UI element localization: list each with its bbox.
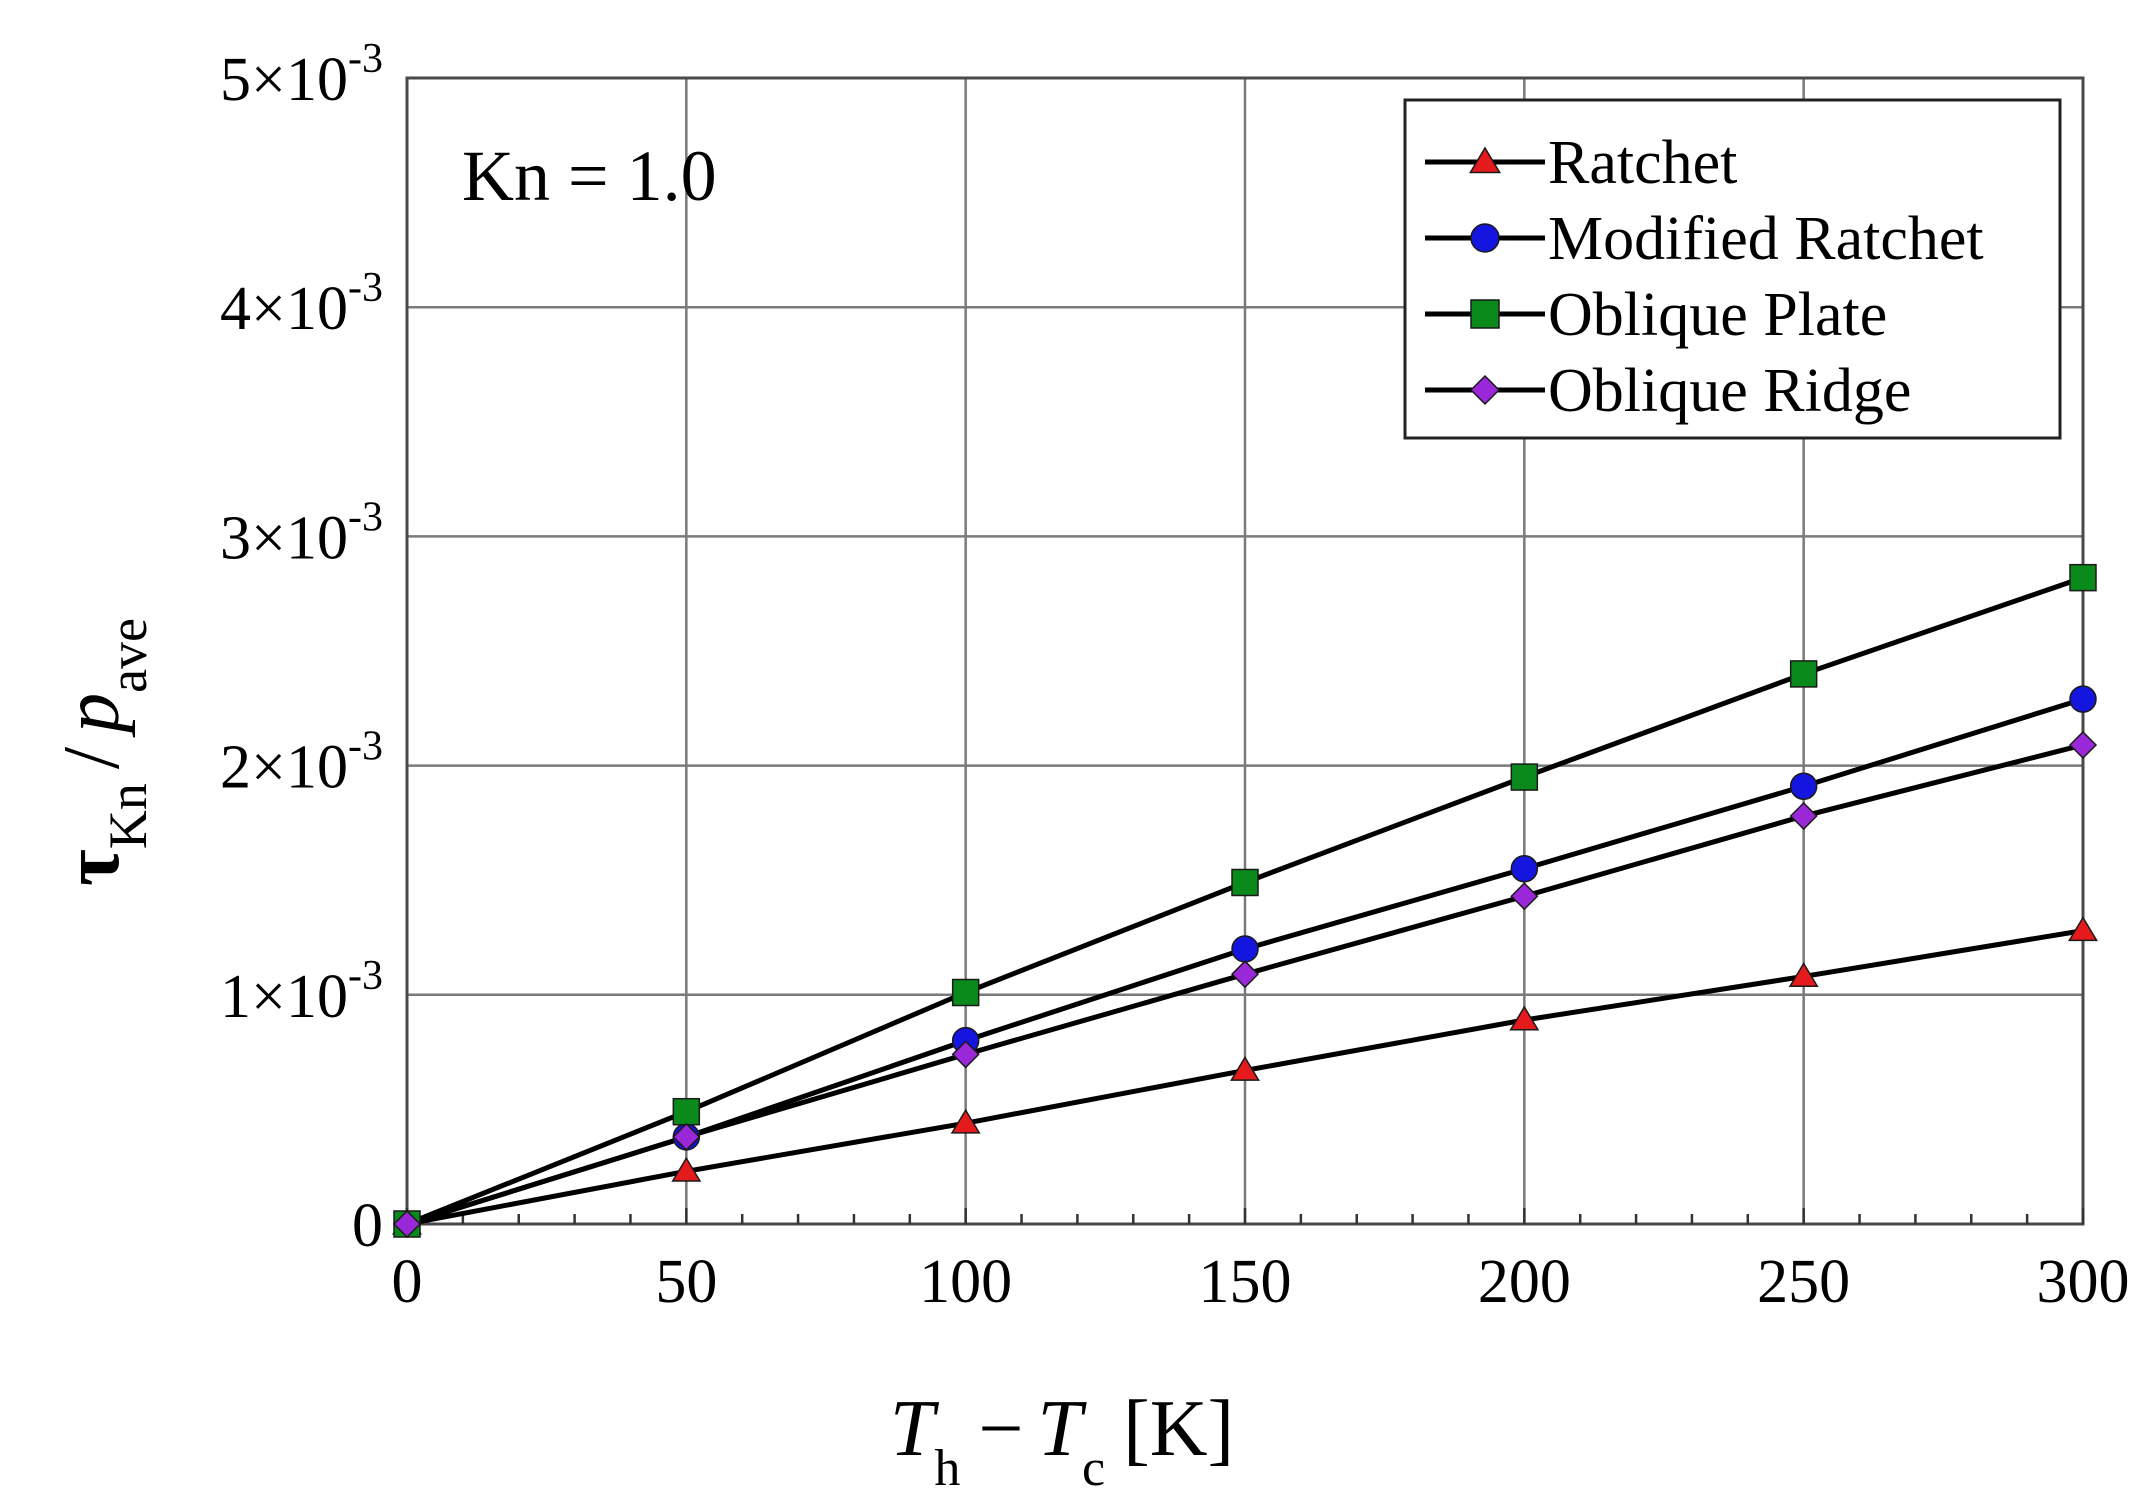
x-title-sub2: c: [1082, 1440, 1105, 1497]
legend-label: Oblique Plate: [1548, 281, 1887, 349]
y-axis-title: τKn / pave: [48, 618, 158, 886]
y-tick-label: 0: [352, 1192, 383, 1260]
data-point-oblique-plate: [1231, 868, 1259, 897]
x-tick-label: 0: [392, 1248, 423, 1316]
legend-item-modified-ratchet: Modified Ratchet: [1425, 205, 1984, 273]
x-tick-label: 100: [919, 1248, 1012, 1316]
y-title-tau-sub: Kn: [98, 783, 158, 849]
y-title-p: p: [48, 693, 136, 738]
data-point-oblique-plate: [2069, 563, 2097, 592]
data-point-ratchet: [671, 1156, 702, 1182]
x-minor-ticks: [405, 1208, 2085, 1224]
data-point-modified-ratchet: [1789, 772, 1818, 800]
data-point-oblique-ridge: [1510, 882, 1539, 911]
legend-item-ratchet: Ratchet: [1425, 129, 1737, 197]
x-tick-label: 50: [655, 1248, 717, 1316]
data-point-oblique-plate: [1789, 660, 1818, 688]
series-layer: [392, 563, 2098, 1239]
knudsen-annotation: Kn = 1.0: [462, 136, 717, 216]
legend-marker: [1470, 223, 1500, 253]
y-tick-labels: 0 1×10-3 2×10-3 3×10-3 4×10-3 5×10-3: [220, 36, 383, 1260]
data-point-oblique-plate: [951, 978, 980, 1007]
data-point-modified-ratchet: [2069, 685, 2097, 713]
data-point-oblique-ridge: [951, 1040, 980, 1069]
legend-marker: [1468, 146, 1502, 174]
legend-marker: [1470, 299, 1500, 329]
y-tick-label: 2×10-3: [220, 724, 383, 802]
x-tick-labels: 0 50 100 150 200 250 300: [392, 1248, 2130, 1316]
y-title-p-sub: ave: [98, 618, 158, 693]
y-tick-label: 4×10-3: [220, 265, 383, 343]
legend-item-oblique-plate: Oblique Plate: [1425, 281, 1887, 349]
x-tick-label: 150: [1199, 1248, 1292, 1316]
data-point-ratchet: [2068, 916, 2098, 942]
x-title-main1: T: [890, 1385, 940, 1473]
data-point-ratchet: [950, 1108, 981, 1134]
legend-label: Ratchet: [1548, 129, 1737, 197]
legend: Ratchet Modified Ratchet Oblique Plate Obli…: [1403, 98, 2062, 440]
data-point-modified-ratchet: [1510, 854, 1539, 883]
legend-marker: [1469, 374, 1501, 406]
data-point-oblique-plate: [1510, 763, 1539, 791]
data-point-oblique-ridge: [2068, 730, 2098, 760]
data-point-oblique-plate: [672, 1097, 701, 1126]
data-point-oblique-ridge: [672, 1122, 701, 1151]
y-tick-label: 5×10-3: [220, 36, 383, 114]
x-title-sub1: h: [934, 1440, 960, 1497]
y-tick-label: 3×10-3: [220, 494, 383, 572]
x-axis-title: Th − Tc [K]: [890, 1385, 1234, 1497]
data-point-oblique-ridge: [1230, 960, 1260, 989]
legend-box: [1403, 98, 2062, 440]
x-title-op: −: [978, 1385, 1023, 1473]
series-markers: [392, 563, 2098, 1239]
x-tick-label: 300: [2037, 1248, 2130, 1316]
data-point-ratchet: [1509, 1005, 1540, 1031]
x-title-unit: [K]: [1123, 1385, 1234, 1473]
x-title-main2: T: [1037, 1385, 1087, 1473]
legend-label: Oblique Ridge: [1548, 357, 1911, 425]
data-point-ratchet: [1788, 962, 1819, 987]
data-point-modified-ratchet: [1231, 935, 1259, 963]
y-tick-label: 1×10-3: [220, 953, 383, 1031]
data-point-oblique-ridge: [392, 1209, 422, 1239]
y-title-slash: /: [48, 746, 136, 769]
legend-item-oblique-ridge: Oblique Ridge: [1425, 357, 1911, 425]
x-tick-label: 200: [1478, 1248, 1571, 1316]
data-point-oblique-ridge: [1789, 801, 1818, 831]
x-tick-label: 250: [1757, 1248, 1850, 1316]
data-point-ratchet: [1230, 1055, 1260, 1081]
y-title-tau: τ: [48, 849, 136, 886]
legend-label: Modified Ratchet: [1548, 205, 1984, 273]
